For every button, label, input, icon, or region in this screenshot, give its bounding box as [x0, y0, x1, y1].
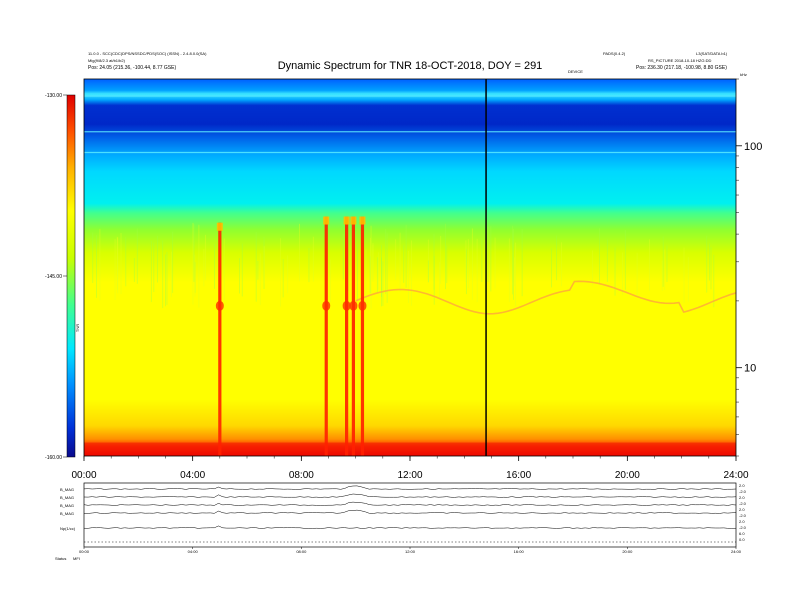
- colorbar: [66, 94, 76, 458]
- status-label: Status: [55, 556, 66, 561]
- time-tick-label: 12:00: [397, 470, 422, 481]
- colorbar-tick-label: -160.00: [45, 455, 62, 461]
- bottom-panel-left-label: B_MAG: [60, 503, 74, 508]
- bottom-panel-trace: [83, 525, 737, 529]
- bottom-panel-right-labels: 2.0-2.02.0-2.02.0-2.02.0-2.06.00.0: [739, 483, 747, 542]
- radio-burst-core: [358, 300, 367, 311]
- bottom-panel-right-label: 2.0: [739, 495, 745, 500]
- header-mid-small: DEVICE: [568, 69, 583, 74]
- header-right-line3: Pos: 236.30 (217.18, -100.98, 8.80 GSE): [636, 65, 727, 71]
- bottom-panel-right-label: -2.0: [739, 513, 747, 518]
- time-tick-label: 16:00: [506, 470, 531, 481]
- low-frequency-band: [84, 442, 736, 456]
- frequency-axis: 100 10: [736, 78, 762, 457]
- radio-burst-core: [342, 300, 351, 311]
- spectrogram-background: [84, 79, 736, 456]
- header-right-line1a: PADS(0.4.2): [603, 51, 626, 56]
- bottom-panel-frame: [83, 482, 737, 548]
- bottom-panel-left-label: B_MAG: [60, 487, 74, 492]
- bottom-panel-right-label: -2.0: [739, 501, 747, 506]
- time-tick-label: 20:00: [615, 470, 640, 481]
- bottom-panel-time-label: 04:00: [188, 549, 199, 554]
- time-tick-label: 08:00: [289, 470, 314, 481]
- bottom-panel-time-label: 24:00: [731, 549, 742, 554]
- bottom-panel-time-label: 12:00: [405, 549, 416, 554]
- spectrogram-texture: [84, 95, 736, 456]
- bottom-panel-trace: [83, 493, 737, 498]
- header-right-line1b: L3(SAT/DATA b1): [696, 51, 728, 56]
- bottom-panel-right-label: -2.0: [739, 525, 747, 530]
- frequency-tick-label: 10: [744, 363, 756, 375]
- bottom-panel-right-label: 0.0: [739, 537, 745, 542]
- bottom-panel-right-label: 2.0: [739, 483, 745, 488]
- bottom-panel-left-label: Np(1/cc): [60, 526, 76, 531]
- radio-burst-core: [349, 300, 358, 311]
- bottom-panel-left-label: B_MAG: [60, 495, 74, 500]
- time-tick-label: 00:00: [71, 470, 96, 481]
- radio-burst: [324, 216, 328, 456]
- time-tick-label: 24:00: [723, 470, 748, 481]
- colorbar-label: TNR: [75, 324, 80, 332]
- radio-burst: [218, 222, 222, 456]
- radio-burst-top: [359, 216, 366, 225]
- header-corner-small: kHz: [740, 72, 747, 77]
- bottom-panel-trace: [83, 509, 737, 514]
- radio-burst-top: [343, 216, 350, 225]
- emission-trace: [355, 280, 736, 315]
- header-left-line3: Pos: 24.05 (215.36, -100.44, 8.77 GSE): [88, 65, 176, 71]
- colorbar-tick-label: -130.00: [45, 93, 62, 99]
- bottom-panel-right-label: 2.0: [739, 519, 745, 524]
- chart-title: Dynamic Spectrum for TNR 18-OCT-2018, DO…: [278, 60, 543, 72]
- time-tick-label: 04:00: [180, 470, 205, 481]
- bottom-panel-trace: [83, 501, 737, 506]
- colorbar-ticks: -130.00 -145.00 -160.00: [45, 93, 67, 461]
- bottom-panel-traces: [83, 485, 737, 543]
- radio-burst: [351, 216, 356, 456]
- bottom-panel-time-label: 00:00: [79, 549, 90, 554]
- frequency-tick-label: 100: [744, 141, 762, 153]
- radio-burst-core: [322, 300, 331, 311]
- header-left-line2: Mig(9/8/2.3 at/b1/b2): [88, 58, 126, 63]
- bottom-panel-time-label: 08:00: [296, 549, 307, 554]
- bottom-panel-left-labels: B_MAG B_MAG B_MAG B_MAG Np(1/cc): [60, 487, 76, 531]
- radio-burst-top: [323, 216, 330, 225]
- header-right-line2: RS_PICTURE 2018-10-18 HZG:DD: [648, 58, 711, 63]
- bottom-panel-left-label: B_MAG: [60, 511, 74, 516]
- bottom-panel-time-label: 16:00: [514, 549, 525, 554]
- radio-burst-top: [350, 216, 357, 225]
- radio-bursts: [215, 216, 367, 456]
- colorbar-tick-label: -145.00: [45, 274, 62, 280]
- time-axis: 00:00 04:00 08:00 12:00 16:00 20:00 24:00: [71, 456, 749, 481]
- spectrogram: [84, 79, 736, 456]
- header-left-line1: 11.0.0 - SCC(CDC)DPS/NSSDC/PDS(SOC) (ISS…: [88, 51, 207, 56]
- bottom-panel-right-label: 6.0: [739, 531, 745, 536]
- bottom-panel-trace: [83, 485, 737, 490]
- radio-burst: [360, 216, 365, 456]
- radio-burst-top: [216, 222, 223, 231]
- radio-burst: [345, 216, 349, 456]
- bottom-panel-right-label: 2.0: [739, 507, 745, 512]
- bottom-panel-time-label: 20:00: [622, 549, 633, 554]
- radio-burst-core: [215, 300, 224, 311]
- bottom-panel-right-label: -2.0: [739, 489, 747, 494]
- bottom-panel-time-ticks: 00:00 04:00 08:00 12:00 16:00 20:00 24:00: [79, 547, 742, 554]
- mfi-label: MFI: [73, 556, 80, 561]
